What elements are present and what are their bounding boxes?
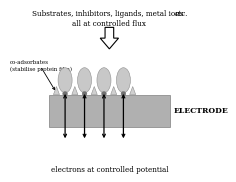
Ellipse shape bbox=[97, 68, 111, 93]
Ellipse shape bbox=[101, 92, 106, 96]
Polygon shape bbox=[91, 86, 97, 95]
Text: ELECTRODE: ELECTRODE bbox=[173, 107, 228, 115]
Bar bbox=[49, 95, 170, 127]
Polygon shape bbox=[72, 86, 78, 95]
Polygon shape bbox=[53, 86, 59, 95]
Text: electrons at controlled potential: electrons at controlled potential bbox=[51, 166, 168, 174]
Polygon shape bbox=[130, 86, 136, 95]
Ellipse shape bbox=[121, 92, 126, 96]
Ellipse shape bbox=[77, 68, 92, 93]
Text: (stabilise protein film): (stabilise protein film) bbox=[10, 67, 72, 72]
Ellipse shape bbox=[116, 68, 131, 93]
Text: all at controlled flux: all at controlled flux bbox=[72, 20, 146, 28]
Ellipse shape bbox=[82, 92, 87, 96]
Text: etc.: etc. bbox=[175, 10, 188, 18]
Text: co-adsorbates: co-adsorbates bbox=[10, 60, 49, 65]
Polygon shape bbox=[111, 86, 117, 95]
Ellipse shape bbox=[58, 68, 72, 93]
Ellipse shape bbox=[63, 92, 67, 96]
Polygon shape bbox=[100, 27, 118, 49]
Text: Substrates, inhibitors, ligands, metal ions: Substrates, inhibitors, ligands, metal i… bbox=[33, 10, 186, 18]
